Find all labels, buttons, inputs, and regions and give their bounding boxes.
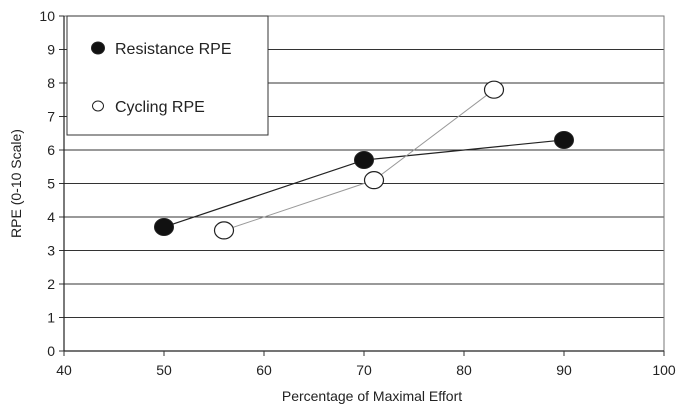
x-tick-label: 70	[356, 362, 372, 378]
axes: 0 1 2 3 4 5 6 7 8 9 10 40 50 60 70 80 90 100	[39, 8, 675, 378]
legend-label-2: Cycling RPE	[115, 99, 205, 116]
series-1-point	[554, 130, 574, 149]
series-2-point	[213, 221, 235, 240]
legend: Resistance RPE Cycling RPE	[66, 15, 269, 136]
y-tick-label: 2	[47, 276, 55, 292]
y-tick-label: 0	[47, 343, 55, 359]
x-axis-label: Percentage of Maximal Effort	[282, 388, 462, 404]
series-2-point	[363, 171, 385, 190]
x-tick-label: 80	[456, 362, 472, 378]
x-tick-label: 60	[256, 362, 272, 378]
x-tick-label: 50	[156, 362, 172, 378]
y-tick-label: 5	[47, 176, 55, 192]
y-tick-label: 6	[47, 142, 55, 158]
x-tick-label: 90	[556, 362, 572, 378]
y-tick-label: 7	[47, 109, 55, 125]
y-tick-label: 3	[47, 243, 55, 259]
y-tick-label: 1	[47, 310, 55, 326]
y-tick-label: 9	[47, 42, 55, 58]
y-tick-label: 10	[39, 8, 55, 24]
series-2-point	[483, 80, 505, 99]
series-1-point	[354, 151, 374, 170]
y-tick-label: 4	[47, 209, 55, 225]
y-tick-label: 8	[47, 75, 55, 91]
legend-box	[66, 15, 269, 136]
legend-marker-1	[91, 41, 105, 55]
y-axis-label: RPE (0-10 Scale)	[8, 129, 24, 238]
series-1-point	[154, 218, 174, 237]
x-tick-label: 40	[56, 362, 72, 378]
x-tick-label: 100	[652, 362, 676, 378]
legend-marker-2	[92, 100, 104, 112]
legend-label-1: Resistance RPE	[115, 41, 232, 58]
series-layer	[154, 80, 574, 240]
